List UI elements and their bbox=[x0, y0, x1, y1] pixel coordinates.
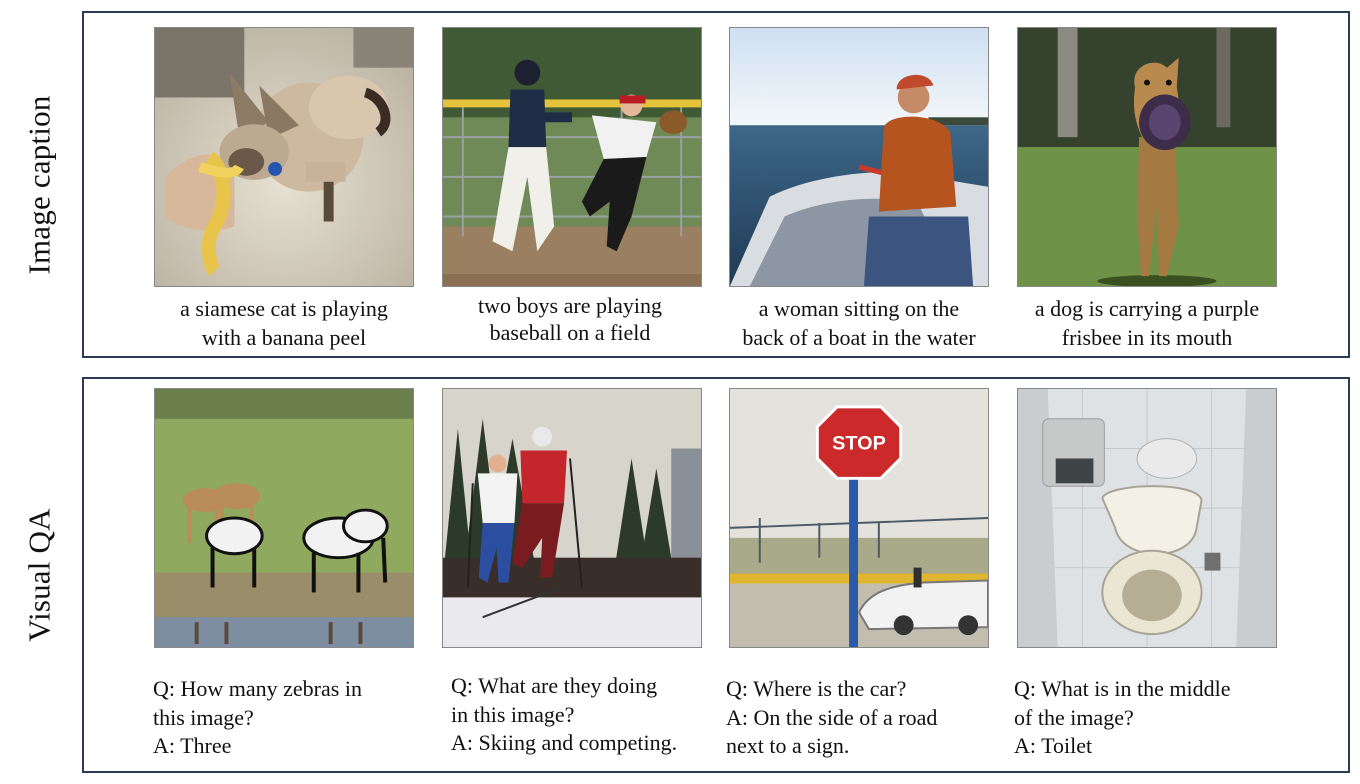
caption-line: a siamese cat is playing bbox=[180, 296, 388, 321]
qa-line: A: Toilet bbox=[1014, 733, 1093, 758]
caption-line: frisbee in its mouth bbox=[1061, 325, 1233, 350]
caption-line: baseball on a field bbox=[489, 320, 651, 345]
woman-on-boat-photo bbox=[729, 27, 989, 287]
qa-line: Q: What is in the middle bbox=[1014, 676, 1231, 701]
qa-line: of the image? bbox=[1014, 704, 1134, 730]
siamese-cat-eating-banana-photo bbox=[154, 27, 414, 287]
qa-text: Q: Where is the car? A: On the side of a… bbox=[726, 675, 1006, 761]
caption-text: two boys are playing baseball on a field bbox=[420, 292, 720, 346]
qa-line: Q: Where is the car? bbox=[726, 676, 907, 701]
two-boys-playing-baseball-photo bbox=[442, 27, 702, 287]
toilet-photo bbox=[1017, 388, 1277, 648]
qa-line: next to a sign. bbox=[726, 733, 850, 758]
caption-line: back of a boat in the water bbox=[742, 325, 976, 350]
qa-line: A: Skiing and competing. bbox=[451, 730, 678, 755]
caption-text: a woman sitting on the back of a boat in… bbox=[709, 294, 1009, 352]
qa-text: Q: How many zebras in this image? A: Thr… bbox=[153, 675, 433, 761]
caption-line: two boys are playing bbox=[478, 293, 662, 318]
qa-line: Q: How many zebras in bbox=[153, 676, 362, 701]
caption-line: a woman sitting on the bbox=[758, 296, 960, 321]
qa-text: Q: What is in the middle of the image? A… bbox=[1014, 675, 1294, 761]
image-caption-label-text: Image caption bbox=[22, 94, 57, 275]
caption-text: a dog is carrying a purple frisbee in it… bbox=[997, 294, 1297, 352]
qa-line: this image? bbox=[153, 704, 254, 730]
stop-sign-and-car-photo: STOP bbox=[729, 388, 989, 648]
dog-carrying-frisbee-photo bbox=[1017, 27, 1277, 287]
caption-line: with a banana peel bbox=[201, 325, 367, 350]
qa-line: A: Three bbox=[153, 733, 232, 758]
qa-line: A: On the side of a road bbox=[726, 704, 938, 730]
image-caption-section-label: Image caption bbox=[0, 11, 80, 358]
stop-sign-text: STOP bbox=[832, 433, 886, 455]
cross-country-skiers-photo bbox=[442, 388, 702, 648]
qa-text: Q: What are they doing in this image? A:… bbox=[451, 672, 731, 758]
visual-qa-section-label: Visual QA bbox=[0, 377, 80, 773]
caption-line: a dog is carrying a purple bbox=[1034, 296, 1260, 321]
zebras-and-antelopes-photo bbox=[154, 388, 414, 648]
qa-line: Q: What are they doing bbox=[451, 673, 658, 698]
qa-line: in this image? bbox=[451, 701, 575, 727]
visual-qa-label-text: Visual QA bbox=[22, 508, 57, 642]
caption-text: a siamese cat is playing with a banana p… bbox=[134, 294, 434, 352]
